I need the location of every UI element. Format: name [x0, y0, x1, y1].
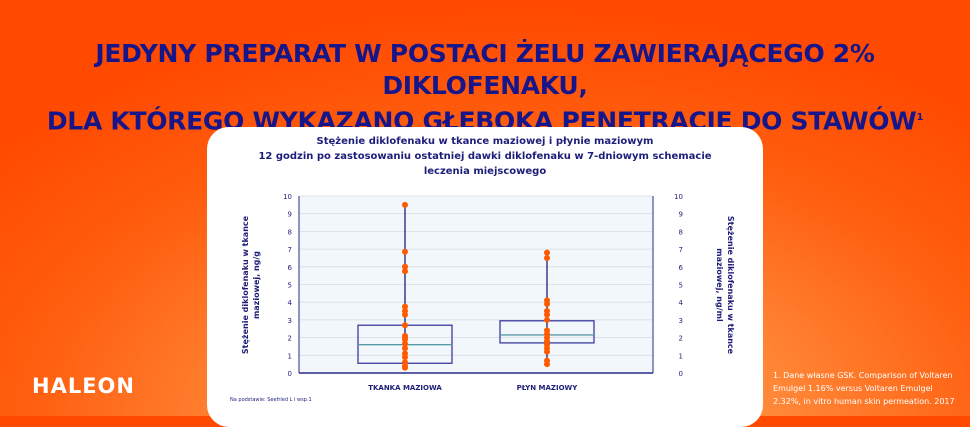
data-point: [544, 254, 550, 261]
headline-line1: JEDYNY PREPARAT W POSTACI ŻELU ZAWIERAJĄ…: [95, 39, 875, 100]
data-point: [402, 303, 408, 310]
y-tick-label: 0: [288, 370, 292, 378]
y-tick-label: 4: [288, 299, 293, 307]
y2-tick-label: 0: [679, 370, 683, 378]
chart-title-line: Stężenie diklofenaku w tkance maziowej i…: [316, 136, 654, 147]
data-point: [544, 311, 550, 318]
y-tick-label: 8: [288, 228, 292, 236]
data-point: [402, 248, 408, 255]
y-tick-label: 1: [288, 352, 292, 360]
data-point: [402, 364, 408, 371]
source-note: Na podstawie: Seefried L i wsp.1: [230, 397, 312, 403]
y-tick-label: 10: [283, 193, 292, 201]
haleon-logo: HALEON: [32, 374, 135, 398]
y2-tick-label: 1: [679, 352, 683, 360]
data-point: [402, 340, 408, 347]
data-point: [402, 322, 408, 329]
y2-tick-label: 5: [679, 282, 683, 290]
data-point: [402, 336, 408, 343]
footnote-ref: 1: [916, 112, 924, 123]
y-tick-label: 6: [288, 264, 293, 272]
y-tick-label: 2: [288, 335, 292, 343]
y-tick-label: 3: [288, 317, 292, 325]
box-plot: 0 0 1 1 2 2 3 3 4 4 5 5 6 6 7 7 8 8 9 9 10 10 TKANKA MAZIOWA PŁ…: [241, 193, 735, 392]
y2-tick-label: 9: [679, 211, 683, 219]
headline: JEDYNY PREPARAT W POSTACI ŻELU ZAWIERAJĄ…: [0, 38, 970, 137]
y2-tick-label: 8: [679, 228, 683, 236]
data-point: [544, 300, 550, 307]
data-point: [544, 348, 550, 355]
y2-tick-label: 3: [679, 317, 683, 325]
data-point: [544, 361, 550, 368]
data-point: [402, 354, 408, 361]
y-tick-label: 5: [288, 282, 292, 290]
data-point: [402, 201, 408, 208]
chart-title: Stężenie diklofenaku w tkance maziowej i…: [207, 134, 763, 179]
data-point: [402, 268, 408, 275]
y2-tick-label: 6: [679, 264, 684, 272]
y-tick-label: 9: [288, 211, 292, 219]
data-point: [544, 249, 550, 256]
y2-tick-label: 10: [674, 193, 683, 201]
y2-axis-label: Stężenie diklofenaku w tkancemaziowej, n…: [715, 216, 735, 355]
y2-tick-label: 7: [679, 246, 683, 254]
data-point: [402, 345, 408, 352]
y2-tick-label: 4: [679, 299, 684, 307]
footnote: 1. Dane własne GSK. Comparison of Voltar…: [773, 371, 955, 406]
y-tick-label: 7: [288, 246, 292, 254]
data-point: [402, 311, 408, 318]
y2-tick-label: 2: [679, 335, 683, 343]
chart-subtitle: 12 godzin po zastosowaniu ostatniej dawk…: [258, 151, 712, 177]
x-tick-label: PŁYN MAZIOWY: [517, 384, 579, 392]
data-point: [402, 263, 408, 270]
data-point: [544, 316, 550, 323]
x-tick-label: TKANKA MAZIOWA: [368, 384, 442, 392]
y-axis-label: Stężenie diklofenaku w tkance maziowej, n…: [241, 215, 261, 354]
